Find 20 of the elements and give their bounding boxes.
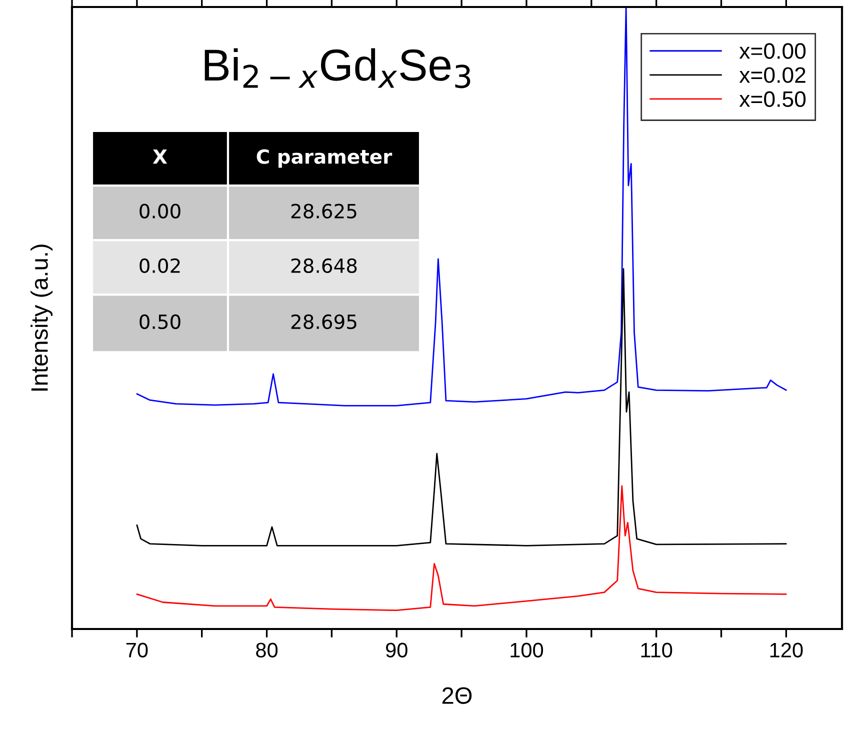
x-tick-label: 70	[126, 642, 148, 658]
annotation: 28.695	[291, 314, 356, 330]
y-axis-title: Intensity (a.u.)	[30, 244, 53, 391]
annotation: 0.50	[140, 314, 180, 330]
x-axis-title: 2Θ	[442, 687, 472, 704]
legend-label: x=0.00	[739, 43, 806, 59]
legend-label: x=0.50	[739, 91, 806, 107]
x-tick-label: 110	[641, 642, 672, 658]
text: Bi$_{2−x}$Gd$_{x}$Se$_{3}$	[204, 48, 470, 88]
x-tick-label: 80	[256, 642, 278, 658]
annotation: 0.00	[140, 204, 180, 218]
annotation: 28.625	[291, 204, 356, 218]
annotation: 0.02	[140, 258, 180, 274]
x-tick-label: 100	[510, 642, 544, 658]
x-tick-label: 90	[386, 642, 408, 658]
annotation: C parameter	[256, 149, 392, 168]
annotation: 28.648	[291, 258, 357, 274]
x-tick-label: 120	[770, 642, 803, 658]
legend-label: x=0.02	[739, 67, 806, 83]
annotation: X	[152, 149, 168, 164]
